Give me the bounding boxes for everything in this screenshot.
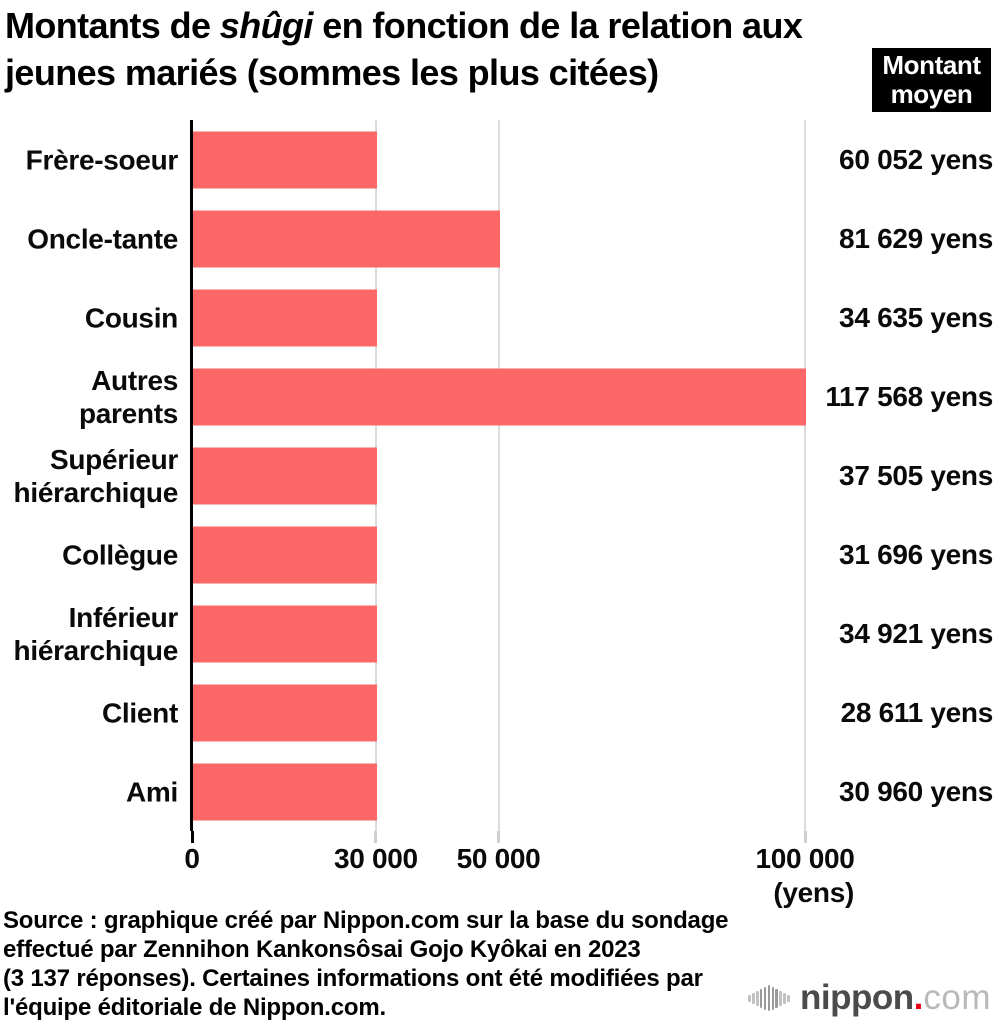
x-tick bbox=[190, 831, 194, 843]
chart-title-prefix: Montants de bbox=[5, 5, 220, 46]
soundwave-bar bbox=[756, 990, 759, 1006]
chart-title-suffix: en fonction de la relation aux jeunes ma… bbox=[5, 5, 803, 93]
category-label: Frère-soeur bbox=[25, 144, 179, 175]
bar bbox=[193, 526, 377, 583]
logo-text-bold: nippon bbox=[800, 978, 914, 1017]
chart-row: Inférieur hiérarchique 34 921 yens bbox=[0, 594, 1000, 673]
bar-chart: Frère-soeur 60 052 yens Oncle-tante 81 629 … bbox=[0, 120, 1000, 831]
average-amount-badge: Montant moyen bbox=[872, 48, 991, 112]
category-label: Oncle-tante bbox=[27, 223, 178, 254]
soundwave-bar bbox=[779, 990, 782, 1006]
bar bbox=[193, 368, 806, 425]
bar bbox=[193, 763, 377, 820]
source-text: Source : graphique créé par Nippon.com s… bbox=[3, 906, 763, 1022]
category-label: Inférieur hiérarchique bbox=[13, 601, 179, 666]
average-value-label: 81 629 yens bbox=[839, 222, 993, 254]
chart-row: Cousin 34 635 yens bbox=[0, 278, 1000, 357]
bar bbox=[193, 131, 377, 188]
bar bbox=[193, 289, 377, 346]
source-line: l'équipe éditoriale de Nippon.com. bbox=[3, 994, 386, 1021]
average-value-label: 28 611 yens bbox=[840, 696, 994, 728]
x-tick bbox=[374, 831, 378, 843]
x-tick-label: 30 000 bbox=[333, 843, 418, 874]
category-label: Autres parents bbox=[78, 364, 178, 429]
logo-text-light: com bbox=[923, 978, 991, 1017]
category-label: Client bbox=[102, 697, 178, 728]
chart-row: Ami 30 960 yens bbox=[0, 752, 1000, 831]
soundwave-bar bbox=[771, 986, 775, 1010]
category-label: Collègue bbox=[62, 539, 178, 570]
category-label: Cousin bbox=[84, 302, 178, 333]
category-label: Supérieur hiérarchique bbox=[13, 443, 179, 508]
logo-dot: . bbox=[913, 978, 924, 1017]
bar bbox=[193, 210, 500, 267]
nippon-logo: nippon . com bbox=[748, 976, 991, 1020]
soundwave-bar bbox=[752, 992, 755, 1004]
x-tick-label: 50 000 bbox=[456, 843, 541, 874]
average-value-label: 37 505 yens bbox=[839, 459, 993, 491]
x-axis-unit: (yens) bbox=[773, 877, 854, 908]
chart-row: Frère-soeur 60 052 yens bbox=[0, 120, 1000, 199]
average-value-label: 34 921 yens bbox=[839, 617, 993, 649]
gridline bbox=[804, 120, 806, 831]
chart-row: Supérieur hiérarchique 37 505 yens bbox=[0, 436, 1000, 515]
average-value-label: 31 696 yens bbox=[839, 538, 993, 570]
x-tick bbox=[803, 831, 807, 843]
x-tick bbox=[497, 831, 500, 843]
average-value-label: 34 635 yens bbox=[839, 301, 993, 333]
gridline bbox=[497, 120, 500, 831]
soundwave-bar bbox=[787, 994, 790, 1002]
source-line: Source : graphique créé par Nippon.com s… bbox=[3, 907, 729, 934]
average-value-label: 117 568 yens bbox=[825, 380, 993, 412]
chart-title: Montants de shûgi en fonction de la rela… bbox=[5, 2, 867, 96]
soundwave-bar bbox=[783, 992, 786, 1004]
badge-line-2: moyen bbox=[890, 79, 973, 109]
x-tick-label: 100 000 bbox=[755, 843, 855, 874]
badge-line-1: Montant bbox=[882, 50, 981, 80]
x-axis: 0 30 000 50 000 100 000 (yens) bbox=[0, 831, 1000, 911]
chart-title-italic-word: shûgi bbox=[219, 5, 314, 46]
y-axis-line bbox=[190, 120, 193, 831]
chart-row: Client 28 611 yens bbox=[0, 673, 1000, 752]
soundwave-bar bbox=[748, 994, 751, 1002]
soundwave-bar bbox=[767, 985, 771, 1011]
average-value-label: 30 960 yens bbox=[839, 775, 993, 807]
soundwave-icon bbox=[748, 980, 791, 1016]
bar bbox=[193, 684, 377, 741]
chart-row: Autres parents 117 568 yens bbox=[0, 357, 1000, 436]
soundwave-bar bbox=[759, 988, 763, 1008]
bar bbox=[193, 447, 377, 504]
chart-row: Collègue 31 696 yens bbox=[0, 515, 1000, 594]
soundwave-bar bbox=[775, 988, 778, 1008]
source-line: effectué par Zennihon Kankonsôsai Gojo K… bbox=[3, 936, 641, 963]
category-label: Ami bbox=[126, 776, 178, 807]
bar bbox=[193, 605, 377, 662]
x-tick-label: 0 bbox=[184, 843, 200, 874]
soundwave-bar bbox=[763, 986, 767, 1010]
average-value-label: 60 052 yens bbox=[839, 143, 993, 175]
chart-row: Oncle-tante 81 629 yens bbox=[0, 199, 1000, 278]
source-line: (3 137 réponses). Certaines informations… bbox=[3, 965, 703, 992]
